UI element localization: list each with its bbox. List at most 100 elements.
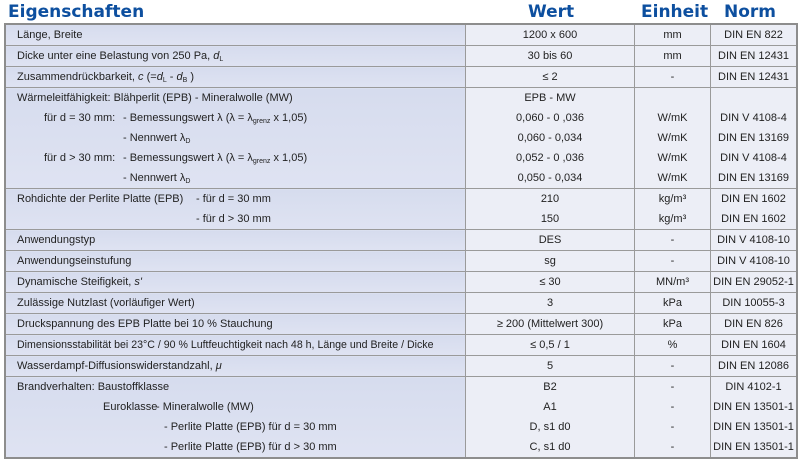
row-wert: 210	[540, 193, 560, 205]
row-label: Anwendungseinstufung	[17, 255, 132, 267]
row-einheit: kPa	[663, 297, 682, 309]
row-label: Zulässige Nutzlast (vorläufiger Wert)	[17, 297, 195, 309]
row-wert: B2	[543, 381, 557, 393]
table-row: Zulässige Nutzlast (vorläufiger Wert) 3 …	[4, 292, 798, 314]
row-wert: EPB - MW	[524, 92, 576, 104]
row-norm: DIN EN 13169	[718, 132, 789, 144]
row-einheit: mm	[663, 50, 682, 62]
row-einheit: -	[670, 421, 675, 433]
sub-line: - Perlite Platte (EPB) für d = 30 mm	[164, 421, 337, 433]
header-eigenschaften: Eigenschaften	[8, 2, 145, 22]
table-row: Anwendungstyp DES - DIN V 4108-10	[4, 229, 798, 251]
row-einheit: -	[670, 234, 675, 246]
row-norm: DIN EN 13501-1	[713, 421, 794, 433]
table-row: Zusammendrückbarkeit, c (=dL - dB ) ≤ 2 …	[4, 66, 798, 88]
row-wert: 0,052 - 0 ,036	[516, 152, 584, 164]
row-wert: 0,060 - 0,034	[517, 132, 583, 144]
row-norm: DIN EN 12431	[718, 71, 789, 83]
row-norm: DIN EN 1604	[721, 339, 786, 351]
row-wert: ≤ 30	[539, 276, 561, 288]
row-norm: DIN EN 29052-1	[713, 276, 794, 288]
row-einheit: W/mK	[657, 132, 688, 144]
row-einheit: MN/m³	[656, 276, 689, 288]
table-row: Rohdichte der Perlite Platte (EPB) - für …	[4, 188, 798, 230]
row-norm: DIN 10055-3	[722, 297, 785, 309]
row-norm: DIN V 4108-4	[720, 112, 787, 124]
row-einheit: -	[670, 71, 675, 83]
row-wert: 3	[546, 297, 554, 309]
row-label: Rohdichte der Perlite Platte (EPB) - für …	[17, 193, 271, 205]
row-norm: DIN V 4108-10	[717, 234, 790, 246]
row-wert: 0,050 - 0,034	[517, 172, 583, 184]
row-einheit: kPa	[663, 318, 682, 330]
row-norm: DIN V 4108-4	[720, 152, 787, 164]
table-row: Brandverhalten: Baustoffklasse Euroklass…	[4, 376, 798, 459]
row-norm: DIN EN 822	[724, 29, 783, 41]
header-einheit: Einheit	[641, 2, 709, 22]
row-einheit: -	[670, 401, 675, 413]
row-label: Länge, Breite	[17, 29, 83, 41]
table-row: Wärmeleitfähigkeit: Blähperlit (EPB) - M…	[4, 87, 798, 189]
sub-line: - Nennwert λD	[123, 172, 191, 185]
row-einheit: mm	[663, 29, 682, 41]
row-einheit: -	[670, 441, 675, 453]
row-einheit: %	[667, 339, 678, 351]
row-label: Dynamische Steifigkeit, s'	[17, 276, 142, 288]
row-label: Dicke unter eine Belastung von 250 Pa, d…	[17, 50, 224, 63]
header-norm: Norm	[724, 2, 777, 22]
header-wert: Wert	[528, 2, 575, 22]
sub-line: für d > 30 mm: - Bemessungswert λ (λ = λg…	[44, 152, 308, 165]
row-wert: D, s1 d0	[529, 421, 571, 433]
row-norm: DIN EN 13501-1	[713, 441, 794, 453]
row-norm: DIN EN 12086	[718, 360, 789, 372]
row-norm: DIN EN 1602	[721, 193, 786, 205]
table-row: Dimensionsstabilität bei 23°C / 90 % Luf…	[4, 334, 798, 356]
row-label: Wärmeleitfähigkeit: Blähperlit (EPB) - M…	[17, 92, 293, 104]
row-norm: DIN EN 826	[724, 318, 783, 330]
row-einheit: W/mK	[657, 172, 688, 184]
row-wert: DES	[538, 234, 562, 246]
properties-table: Länge, Breite 1200 x 600 mm DIN EN 822 D…	[4, 23, 798, 459]
row-label: Zusammendrückbarkeit, c (=dL - dB )	[17, 71, 195, 84]
sub-line: - Nennwert λD	[123, 132, 191, 145]
row-norm: DIN EN 13501-1	[713, 401, 794, 413]
row-einheit: -	[670, 360, 675, 372]
row-wert: 1200 x 600	[522, 29, 578, 41]
row-wert: 30 bis 60	[527, 50, 573, 62]
row-einheit: kg/m³	[658, 213, 687, 225]
row-norm: DIN 4102-1	[725, 381, 782, 393]
row-label: Druckspannung des EPB Platte bei 10 % St…	[17, 318, 273, 330]
row-wert: A1	[543, 401, 557, 413]
row-norm: DIN EN 1602	[721, 213, 786, 225]
table-row: Dicke unter eine Belastung von 250 Pa, d…	[4, 45, 798, 67]
row-norm: DIN V 4108-10	[717, 255, 790, 267]
sub-line: - für d > 30 mm	[196, 213, 271, 225]
row-einheit: -	[670, 381, 675, 393]
sub-line: für d = 30 mm: - Bemessungswert λ (λ = λg…	[44, 112, 308, 125]
row-wert: ≤ 2	[542, 71, 558, 83]
row-einheit: W/mK	[657, 152, 688, 164]
row-wert: sg	[544, 255, 556, 267]
table-row: Dynamische Steifigkeit, s' ≤ 30 MN/m³ DI…	[4, 271, 798, 293]
row-norm: DIN EN 12431	[718, 50, 789, 62]
row-wert: ≤ 0,5 / 1	[530, 339, 570, 351]
sub-line: Euroklasse - Mineralwolle (MW)	[103, 401, 254, 413]
table-row: Wasserdampf-Diffusionswiderstandzahl, μ …	[4, 355, 798, 377]
table-row: Druckspannung des EPB Platte bei 10 % St…	[4, 313, 798, 335]
row-einheit: W/mK	[657, 112, 688, 124]
table-row: Länge, Breite 1200 x 600 mm DIN EN 822	[4, 23, 798, 46]
row-einheit: kg/m³	[658, 193, 687, 205]
row-norm: DIN EN 13169	[718, 172, 789, 184]
row-label: Anwendungstyp	[17, 234, 96, 246]
row-wert: C, s1 d0	[529, 441, 571, 453]
row-label: Wasserdampf-Diffusionswiderstandzahl, μ	[17, 360, 222, 372]
row-einheit: -	[670, 255, 675, 267]
row-wert: 150	[540, 213, 560, 225]
row-wert: 0,060 - 0 ,036	[516, 112, 584, 124]
table-row: Anwendungseinstufung sg - DIN V 4108-10	[4, 250, 798, 272]
row-wert: ≥ 200 (Mittelwert 300)	[496, 318, 604, 330]
row-label: Dimensionsstabilität bei 23°C / 90 % Luf…	[17, 339, 434, 351]
row-label: Brandverhalten: Baustoffklasse	[17, 381, 170, 393]
sub-line: - Perlite Platte (EPB) für d > 30 mm	[164, 441, 337, 453]
row-wert: 5	[546, 360, 554, 372]
